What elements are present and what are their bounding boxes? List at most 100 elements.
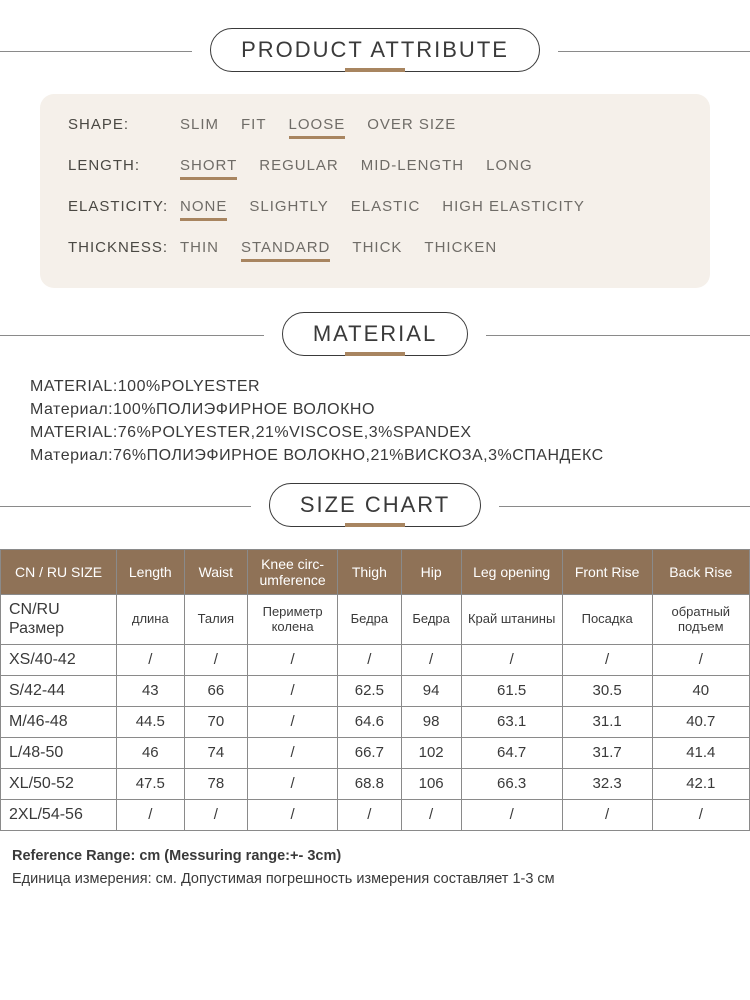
size-cell: 31.7 [562,737,652,768]
table-row: XL/50-5247.578/68.810666.332.342.1 [1,768,750,799]
size-cell: / [117,644,184,675]
table-row: XS/40-42//////// [1,644,750,675]
table-header-en: Length [117,550,184,595]
table-header-en: Knee circ-umference [248,550,338,595]
size-cell: 102 [401,737,461,768]
table-header-en: Back Rise [652,550,749,595]
size-cell: / [117,799,184,830]
size-cell: / [461,799,562,830]
size-label: S/42-44 [1,675,117,706]
attribute-row: ELASTICITY:NONESLIGHTLYELASTICHIGH ELAST… [68,198,682,219]
size-cell: / [338,799,402,830]
size-cell: / [461,644,562,675]
attribute-label: ELASTICITY: [68,198,180,215]
table-header-ru: Край штанины [461,595,562,645]
size-cell: / [248,737,338,768]
table-header-en: Waist [184,550,248,595]
attribute-option: NONE [180,198,227,219]
attributes-card: SHAPE:SLIMFITLOOSEOVER SIZELENGTH:SHORTR… [40,94,710,288]
attribute-option: THICK [352,239,402,260]
attribute-options: SLIMFITLOOSEOVER SIZE [180,116,456,137]
size-cell: 68.8 [338,768,402,799]
size-cell: 66.7 [338,737,402,768]
attribute-option: HIGH ELASTICITY [442,198,585,219]
section-header-size: SIZE CHART [0,483,750,529]
section-header-material: MATERIAL [0,312,750,358]
attribute-options: SHORTREGULARMID-LENGTHLONG [180,157,533,178]
attribute-options: NONESLIGHTLYELASTICHIGH ELASTICITY [180,198,585,219]
table-header-ru: Талия [184,595,248,645]
divider-line [486,335,750,336]
size-label: L/48-50 [1,737,117,768]
attribute-option: LOOSE [289,116,346,137]
attribute-row: THICKNESS:THINSTANDARDTHICKTHICKEN [68,239,682,260]
size-label: 2XL/54-56 [1,799,117,830]
attribute-row: LENGTH:SHORTREGULARMID-LENGTHLONG [68,157,682,178]
table-header-ru: длина [117,595,184,645]
size-label: XL/50-52 [1,768,117,799]
size-cell: 41.4 [652,737,749,768]
size-cell: / [652,644,749,675]
table-header-en: CN / RU SIZE [1,550,117,595]
size-cell: / [401,799,461,830]
size-cell: / [184,799,248,830]
material-line: Материал:76%ПОЛИЭФИРНОЕ ВОЛОКНО,21%ВИСКО… [30,447,720,465]
attribute-option: STANDARD [241,239,330,260]
attribute-row: SHAPE:SLIMFITLOOSEOVER SIZE [68,116,682,137]
size-cell: / [248,675,338,706]
size-cell: 42.1 [652,768,749,799]
size-cell: / [562,644,652,675]
accent-underline [345,523,405,527]
attribute-option: LONG [486,157,533,178]
divider-line [0,335,264,336]
section-title: PRODUCT ATTRIBUTE [210,28,540,72]
material-block: MATERIAL:100%POLYESTER Материал:100%ПОЛИЭ… [30,378,720,465]
size-cell: 78 [184,768,248,799]
size-cell: 46 [117,737,184,768]
attribute-options: THINSTANDARDTHICKTHICKEN [180,239,497,260]
size-chart-table: CN / RU SIZELengthWaistKnee circ-umferen… [0,549,750,831]
table-header-ru: Периметр колена [248,595,338,645]
footnote-en: Reference Range: cm (Messuring range:+- … [12,845,738,868]
attribute-option: REGULAR [259,157,339,178]
divider-line [499,506,750,507]
size-cell: 64.7 [461,737,562,768]
table-row: 2XL/54-56//////// [1,799,750,830]
table-header-ru: Бедра [401,595,461,645]
size-cell: 66 [184,675,248,706]
table-header-ru: обратный подъем [652,595,749,645]
size-cell: / [248,799,338,830]
size-cell: 94 [401,675,461,706]
size-cell: / [248,768,338,799]
section-header-attribute: PRODUCT ATTRIBUTE [0,28,750,74]
size-cell: / [248,644,338,675]
size-cell: 47.5 [117,768,184,799]
attribute-label: THICKNESS: [68,239,180,256]
section-title: MATERIAL [282,312,468,356]
table-row: S/42-444366/62.59461.530.540 [1,675,750,706]
size-cell: / [184,644,248,675]
size-cell: / [401,644,461,675]
size-cell: 62.5 [338,675,402,706]
size-cell: 31.1 [562,706,652,737]
table-row: M/46-4844.570/64.69863.131.140.7 [1,706,750,737]
size-cell: 61.5 [461,675,562,706]
attribute-option: THICKEN [424,239,497,260]
table-header-ru: Бедра [338,595,402,645]
material-line: MATERIAL:76%POLYESTER,21%VISCOSE,3%SPAND… [30,424,720,442]
size-cell: 74 [184,737,248,768]
attribute-label: SHAPE: [68,116,180,133]
footnotes: Reference Range: cm (Messuring range:+- … [12,845,738,891]
size-cell: 70 [184,706,248,737]
size-cell: 44.5 [117,706,184,737]
material-line: Материал:100%ПОЛИЭФИРНОЕ ВОЛОКНО [30,401,720,419]
size-cell: / [562,799,652,830]
size-label: XS/40-42 [1,644,117,675]
table-header-en: Hip [401,550,461,595]
attribute-label: LENGTH: [68,157,180,174]
size-cell: 106 [401,768,461,799]
material-line: MATERIAL:100%POLYESTER [30,378,720,396]
attribute-option: MID-LENGTH [361,157,464,178]
size-cell: / [248,706,338,737]
attribute-option: FIT [241,116,267,137]
